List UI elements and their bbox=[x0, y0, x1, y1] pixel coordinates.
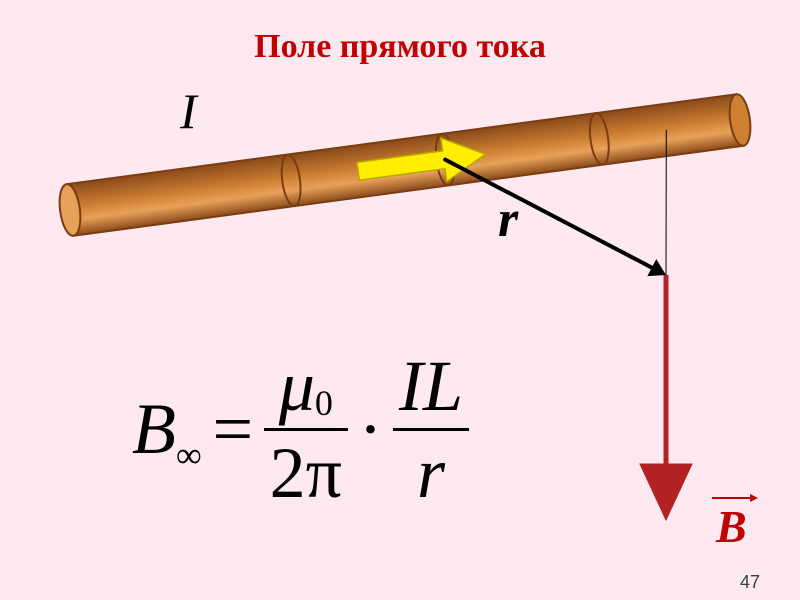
frac1-num-sym: μ bbox=[279, 346, 315, 426]
label-current-i: I bbox=[180, 82, 197, 140]
page-number: 47 bbox=[740, 572, 760, 593]
label-field-b: B bbox=[716, 500, 747, 553]
multiply-dot: · bbox=[359, 388, 383, 471]
formula-frac2: IL r bbox=[393, 350, 469, 509]
formula-frac1: μ0 2π bbox=[264, 350, 348, 509]
formula-lhs-sub: ∞ bbox=[176, 434, 202, 476]
frac2-den: r bbox=[411, 437, 451, 509]
equals-sign: = bbox=[212, 388, 253, 471]
frac1-num-sub: 0 bbox=[315, 383, 333, 423]
frac1-num: μ0 bbox=[273, 350, 339, 422]
frac1-bar bbox=[264, 428, 348, 431]
diagram-svg bbox=[0, 0, 800, 600]
formula-lhs-sym: B bbox=[132, 388, 176, 471]
frac2-num: IL bbox=[393, 350, 469, 422]
formula: B ∞ = μ0 2π · IL r bbox=[132, 350, 469, 509]
frac2-bar bbox=[393, 428, 469, 431]
frac1-den: 2π bbox=[264, 437, 348, 509]
label-distance-r: r bbox=[498, 190, 518, 249]
formula-lhs: B ∞ bbox=[132, 388, 202, 471]
